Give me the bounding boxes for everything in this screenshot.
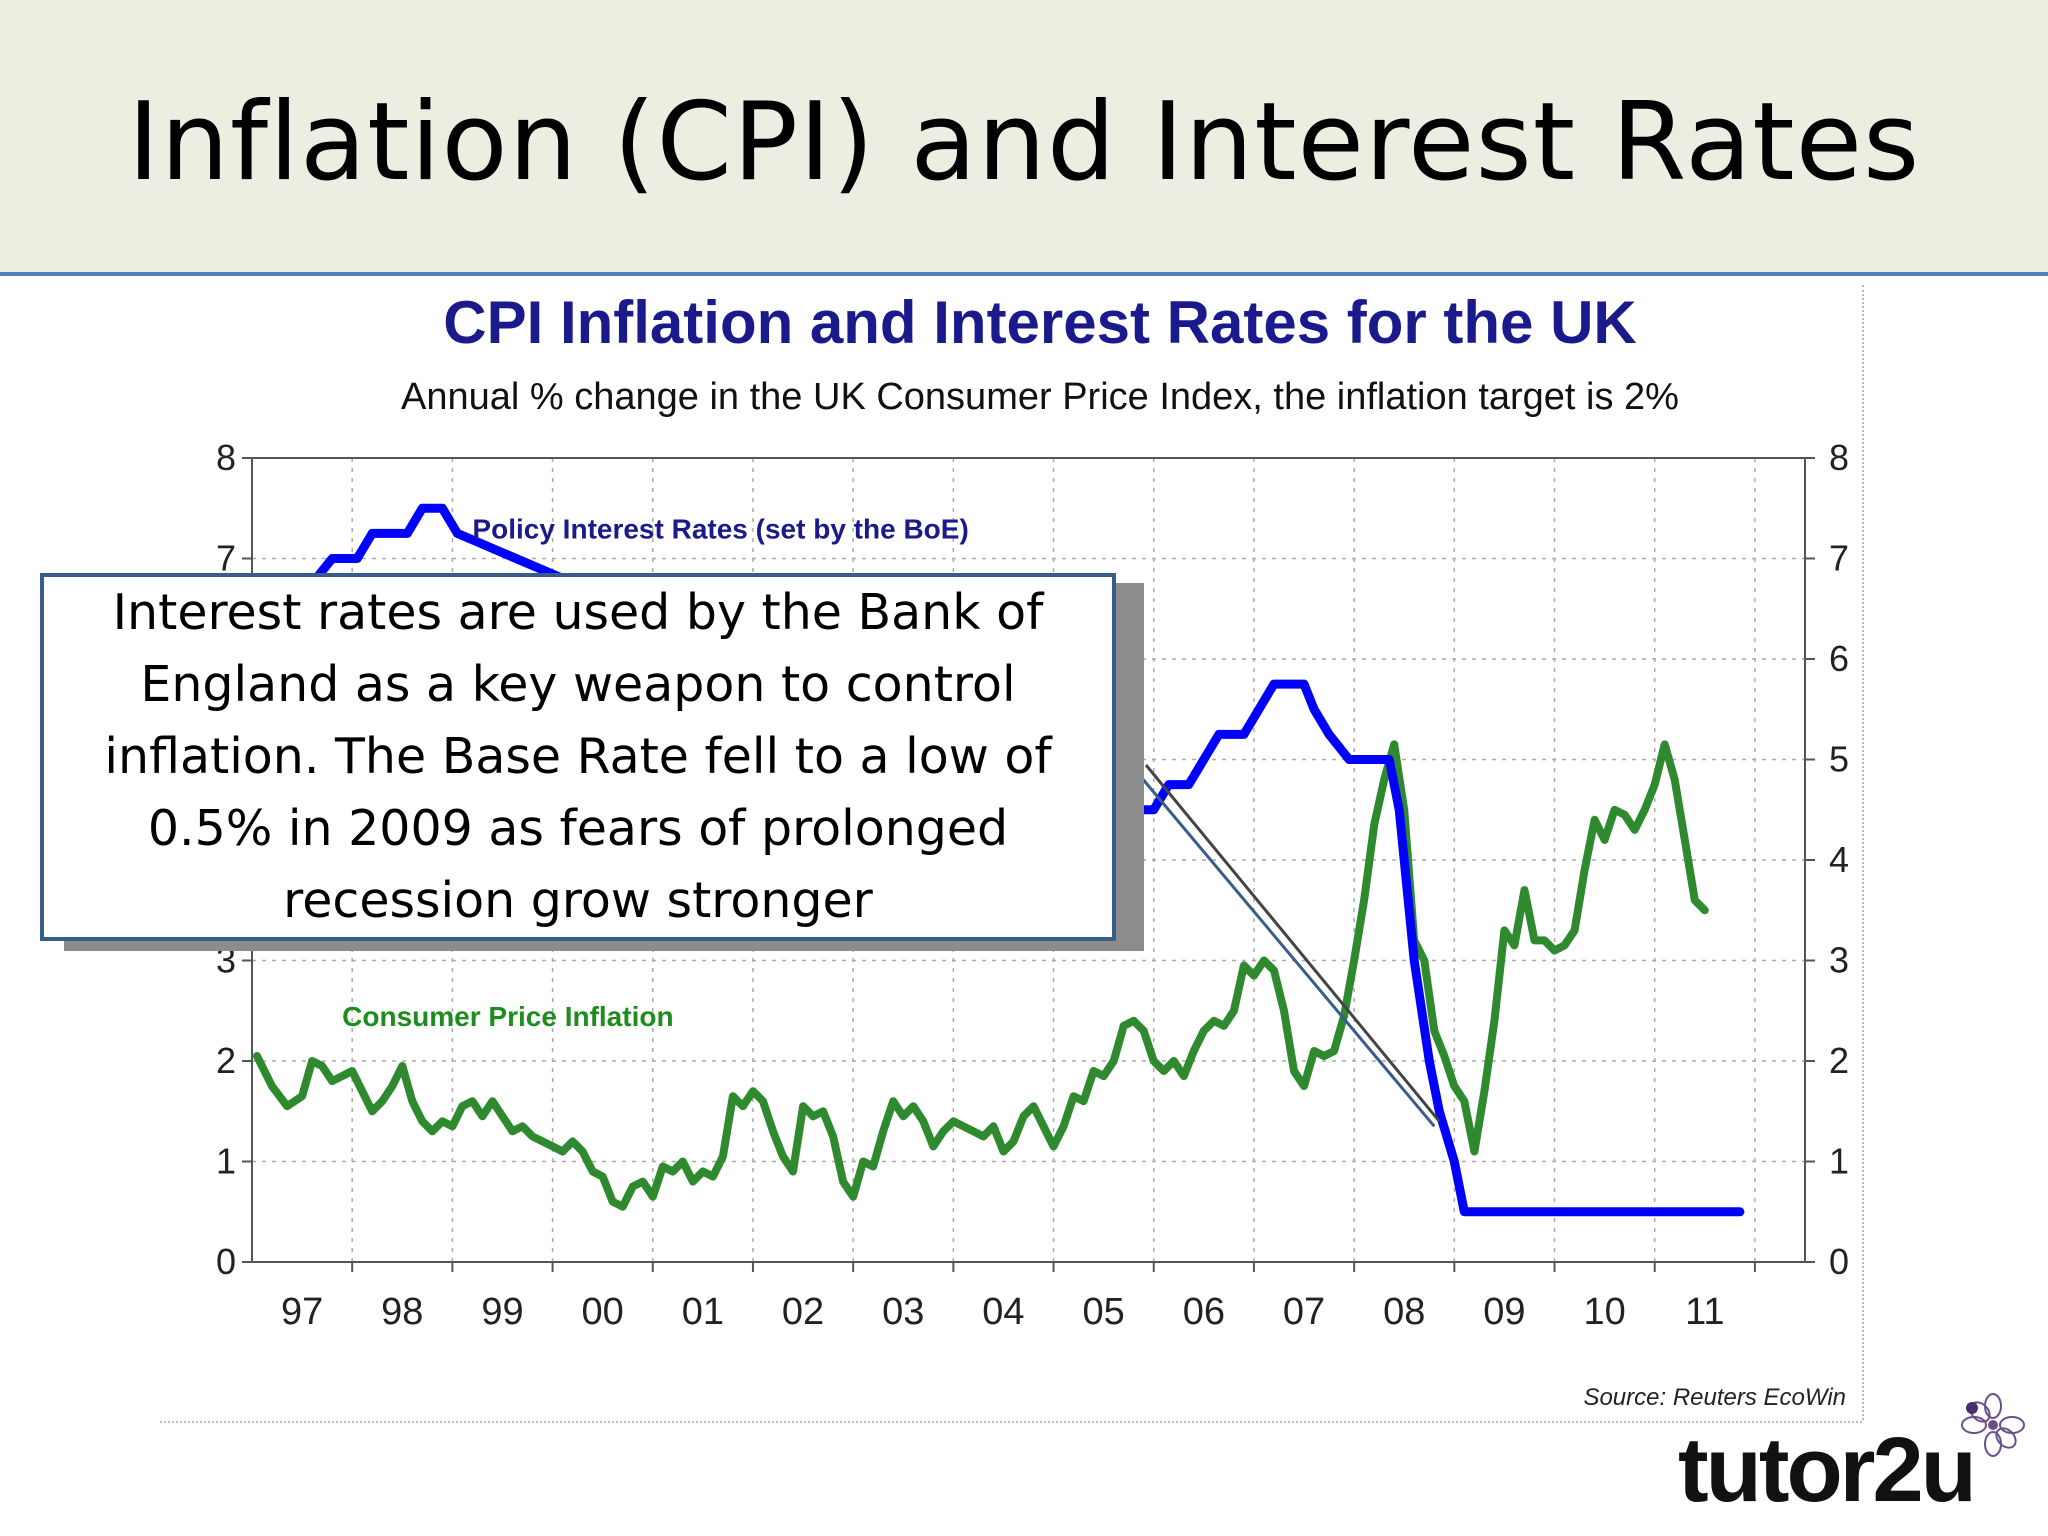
cpi-label: Consumer Price Inflation	[342, 1001, 673, 1032]
slide-title: Inflation (CPI) and Interest Rates	[127, 80, 1921, 205]
callout-pointer-line	[1144, 764, 1441, 1123]
chart-title: CPI Inflation and Interest Rates for the…	[443, 289, 1637, 356]
cpi-line	[253, 740, 1709, 1211]
y-tick-label: 0	[216, 1241, 236, 1282]
x-tick-label: 98	[381, 1291, 423, 1333]
y-tick-label: 7	[216, 538, 236, 579]
callout-box: Interest rates are used by the Bank of E…	[40, 573, 1116, 941]
x-tick-label: 05	[1083, 1291, 1125, 1333]
y-tick-label: 2	[216, 1040, 236, 1081]
x-tick-label: 06	[1183, 1291, 1225, 1333]
x-tick-label: 08	[1383, 1291, 1425, 1333]
y-tick-label-right: 0	[1829, 1241, 1849, 1282]
y-tick-label-right: 1	[1829, 1141, 1849, 1182]
x-tick-label: 99	[481, 1291, 523, 1333]
y-tick-label-right: 7	[1829, 538, 1849, 579]
callout-text: Interest rates are used by the Bank of E…	[104, 584, 1052, 929]
x-tick-label: 97	[281, 1291, 323, 1333]
slide-header: Inflation (CPI) and Interest Rates	[0, 0, 2048, 276]
y-tick-label: 8	[216, 437, 236, 478]
x-tick-label: 00	[582, 1291, 624, 1333]
y-tick-label-right: 2	[1829, 1040, 1849, 1081]
y-tick-label-right: 8	[1829, 437, 1849, 478]
flower-logo-icon	[1961, 1393, 2025, 1457]
policy-rate-label: Policy Interest Rates (set by the BoE)	[472, 513, 968, 544]
tutor2u-logo: tutor2u	[1678, 1419, 1977, 1521]
series-layer	[247, 503, 1745, 1217]
x-tick-label: 02	[782, 1291, 824, 1333]
chart-frame-bottom	[160, 1421, 1862, 1423]
axis-layer: 0011223344556677889798990001020304050607…	[216, 437, 1849, 1333]
x-tick-label: 04	[982, 1291, 1024, 1333]
x-tick-label: 01	[682, 1291, 724, 1333]
y-tick-label-right: 5	[1829, 739, 1849, 780]
y-tick-label-right: 4	[1829, 839, 1849, 880]
x-tick-label: 07	[1283, 1291, 1325, 1333]
x-tick-label: 11	[1685, 1291, 1724, 1333]
y-tick-label-right: 3	[1829, 940, 1849, 981]
source-note: Source: Reuters EcoWin	[1583, 1384, 1846, 1411]
policy-rate-line	[247, 503, 1745, 1217]
callout-pointer-line-blue	[1118, 751, 1436, 1128]
y-tick-label: 1	[216, 1141, 236, 1182]
x-tick-label: 09	[1483, 1291, 1525, 1333]
x-tick-label: 10	[1583, 1291, 1625, 1333]
y-tick-label-right: 6	[1829, 638, 1849, 679]
chart-subtitle: Annual % change in the UK Consumer Price…	[401, 376, 1679, 418]
chart-frame-right	[1862, 285, 1864, 1420]
x-tick-label: 03	[882, 1291, 924, 1333]
